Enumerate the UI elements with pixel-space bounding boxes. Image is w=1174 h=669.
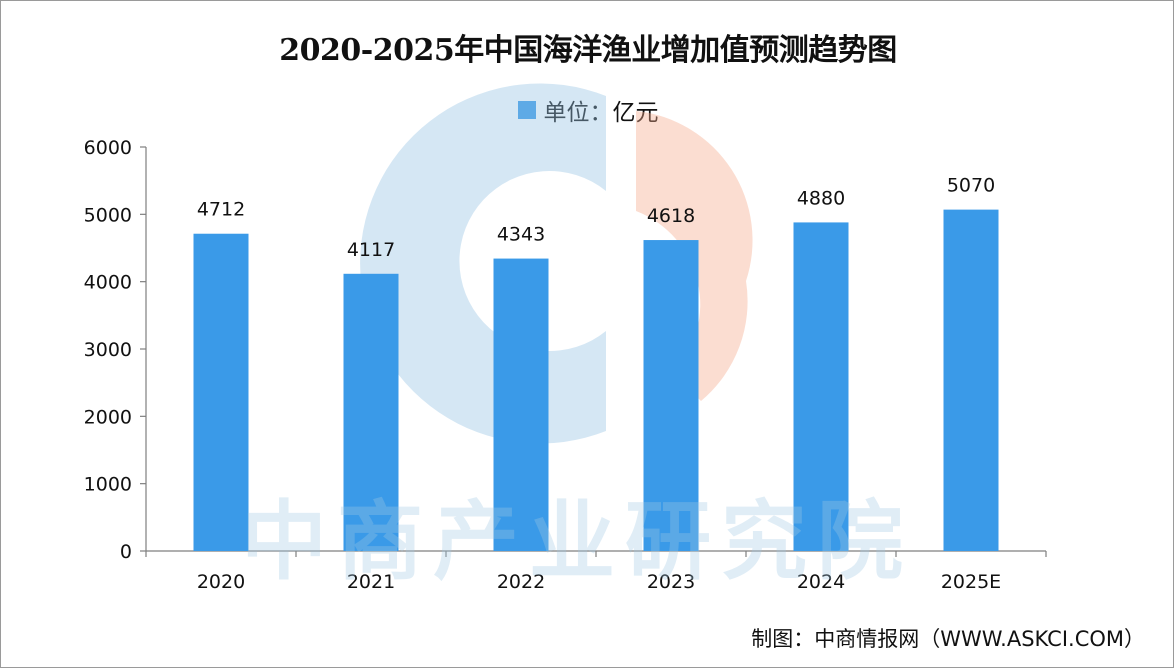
y-tick-label: 2000: [84, 406, 132, 428]
y-tick-label: 0: [120, 541, 132, 563]
bar: [493, 258, 549, 551]
chart-legend: 单位：亿元: [1, 93, 1174, 127]
bar: [943, 209, 999, 551]
y-tick-label: 5000: [84, 204, 132, 226]
bar: [343, 273, 399, 551]
x-tick-label: 2022: [497, 571, 545, 593]
x-tick-label: 2023: [647, 571, 695, 593]
x-tick-label: 2021: [347, 571, 395, 593]
source-credit: 制图：中商情报网（WWW.ASKCI.COM）: [751, 627, 1145, 651]
data-label: 5070: [947, 175, 995, 197]
x-tick-label: 2024: [797, 571, 845, 593]
legend-label: 单位：亿元: [544, 93, 659, 127]
y-tick-label: 4000: [84, 272, 132, 294]
data-label: 4712: [197, 199, 245, 221]
bar: [793, 222, 849, 551]
chart-title: 2020-2025年中国海洋渔业增加值预测趋势图: [279, 33, 897, 68]
watermark-text: 中商产业研究院: [241, 492, 913, 592]
data-label: 4618: [647, 205, 695, 227]
bar: [643, 240, 699, 551]
data-label: 4343: [497, 224, 545, 246]
data-label: 4117: [347, 239, 395, 261]
x-tick-label: 2020: [197, 571, 245, 593]
bar: [193, 233, 249, 551]
y-tick-label: 3000: [84, 339, 132, 361]
data-label: 4880: [797, 187, 845, 209]
y-tick-label: 1000: [84, 474, 132, 496]
legend-swatch: [517, 101, 536, 119]
x-tick-label: 2025E: [941, 571, 1001, 593]
y-tick-label: 6000: [84, 137, 132, 159]
